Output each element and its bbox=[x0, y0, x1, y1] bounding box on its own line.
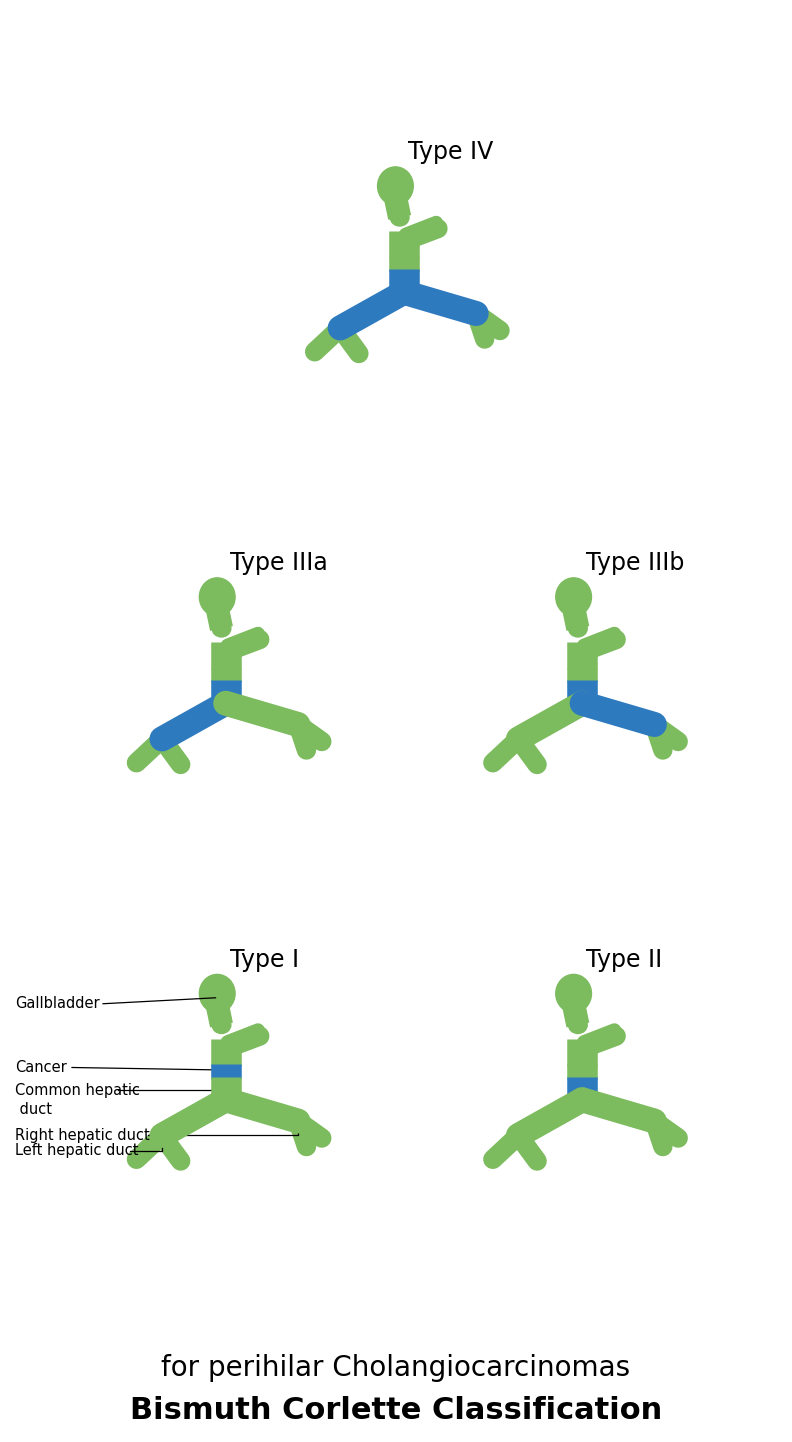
Text: Common hepatic
 duct: Common hepatic duct bbox=[15, 1083, 140, 1116]
Text: Type I: Type I bbox=[230, 947, 299, 972]
Text: Type II: Type II bbox=[586, 947, 663, 972]
Ellipse shape bbox=[569, 620, 587, 637]
Text: Type IIIa: Type IIIa bbox=[230, 551, 328, 575]
Ellipse shape bbox=[200, 975, 235, 1012]
Text: Type IV: Type IV bbox=[408, 140, 493, 164]
Ellipse shape bbox=[556, 975, 592, 1012]
Text: Left hepatic duct: Left hepatic duct bbox=[15, 1144, 139, 1158]
Ellipse shape bbox=[212, 620, 230, 637]
Text: Bismuth Corlette Classification: Bismuth Corlette Classification bbox=[130, 1396, 662, 1425]
Text: Cancer: Cancer bbox=[15, 1060, 67, 1074]
Text: Type IIIb: Type IIIb bbox=[586, 551, 685, 575]
Ellipse shape bbox=[569, 1017, 587, 1034]
Ellipse shape bbox=[200, 578, 235, 616]
Text: Gallbladder: Gallbladder bbox=[15, 996, 100, 1011]
Ellipse shape bbox=[378, 167, 413, 205]
Text: for perihilar Cholangiocarcinomas: for perihilar Cholangiocarcinomas bbox=[162, 1354, 630, 1381]
Ellipse shape bbox=[556, 578, 592, 616]
Text: Right hepatic duct: Right hepatic duct bbox=[15, 1128, 150, 1144]
Ellipse shape bbox=[390, 209, 409, 226]
Ellipse shape bbox=[212, 1017, 230, 1034]
